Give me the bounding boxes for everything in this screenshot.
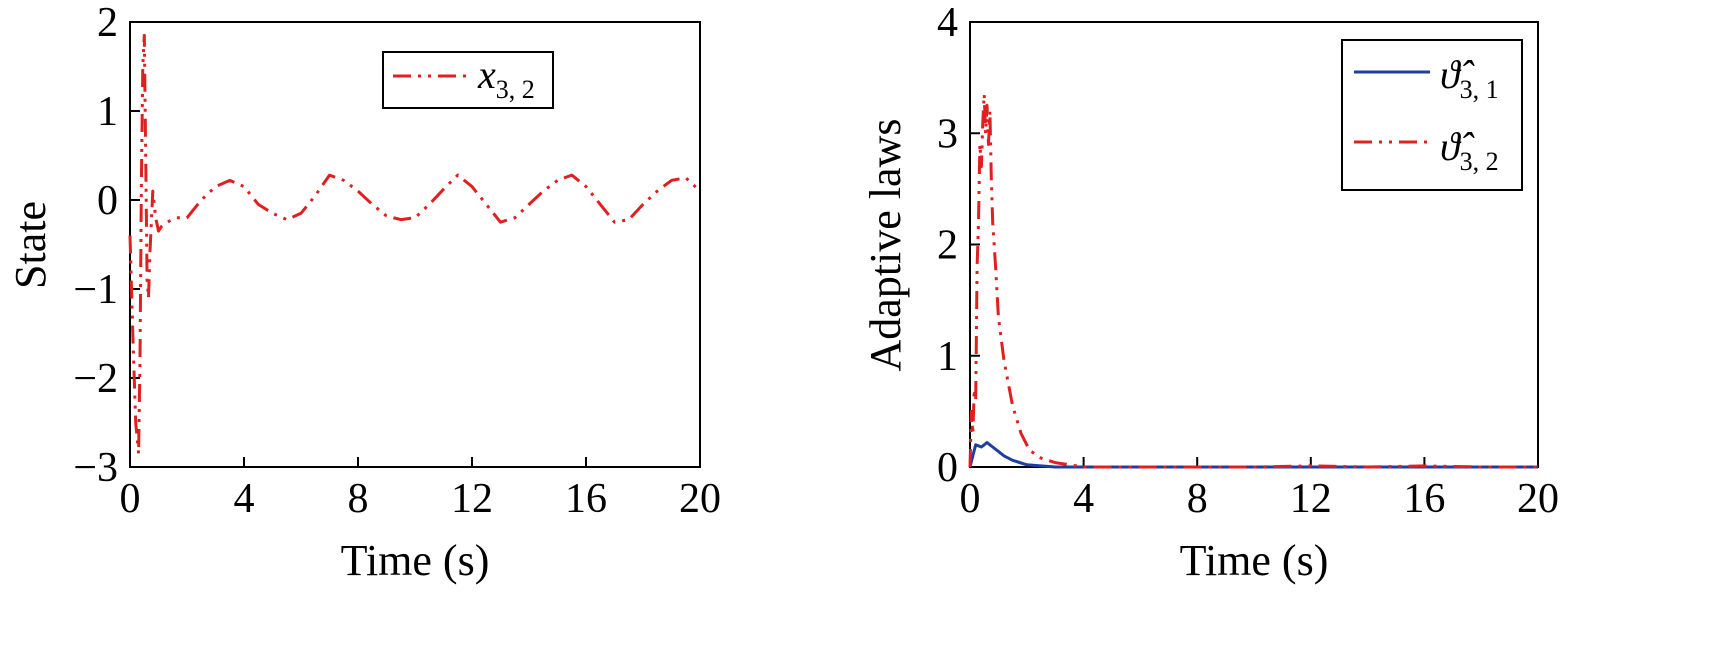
x-axis-ticks: 0 4 8 12 16 20 [120,457,721,522]
x-axis-ticks: 0 4 8 12 16 20 [960,457,1559,522]
x-axis-label: Time (s) [1180,536,1329,585]
y-axis-label: State [6,201,55,289]
x-tick-label: 8 [348,476,369,522]
x-tick-label: 0 [120,476,141,522]
y-axis-label: Adaptive laws [861,119,910,372]
y-tick-label: 1 [937,334,958,380]
y-tick-label: 2 [97,0,118,46]
x-tick-label: 0 [960,476,981,522]
y-tick-label: 1 [97,89,118,135]
y-tick-label: −1 [73,267,118,313]
x-tick-label: 20 [679,476,721,522]
legend: x3, 2 [382,51,554,109]
y-tick-label: 0 [937,445,958,491]
series-line-31 [968,441,1538,469]
series-line-32 [128,33,702,456]
legend-box [382,51,554,109]
x-axis-label: Time (s) [341,536,490,585]
legend-label-x32: x3, 2 [477,52,535,104]
legend-box [1341,39,1523,191]
y-tick-label: 2 [937,223,958,269]
x-tick-label: 12 [1290,476,1332,522]
y-tick-label: 0 [97,178,118,224]
y-tick-label: −2 [73,356,118,402]
series-line-32 [968,92,1538,469]
y-tick-label: −3 [73,445,118,491]
series-lines [128,33,702,456]
legend-label-theta32: ϑ̂3, 2 [1440,124,1499,176]
legend: ϑ̂3, 1 ϑ̂3, 2 [1341,39,1523,191]
x-tick-label: 12 [451,476,493,522]
y-axis-ticks: −3 −2 −1 0 1 2 [73,0,140,491]
x-tick-label: 20 [1517,476,1559,522]
series-lines [968,92,1538,469]
y-axis-ticks: 0 1 2 3 4 [937,0,980,491]
x-tick-label: 16 [565,476,607,522]
y-tick-label: 3 [937,111,958,157]
y-tick-label: 4 [937,0,958,46]
x-tick-label: 4 [1073,476,1094,522]
x-tick-label: 8 [1187,476,1208,522]
x-tick-label: 4 [234,476,255,522]
x-tick-label: 16 [1403,476,1445,522]
